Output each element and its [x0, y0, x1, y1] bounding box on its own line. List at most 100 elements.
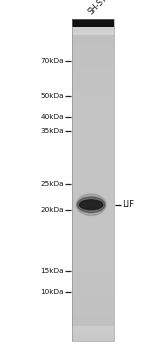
Bar: [72, 155, 114, 157]
Bar: [72, 246, 114, 247]
Bar: [72, 228, 114, 229]
Bar: [72, 21, 114, 22]
Bar: [72, 169, 114, 170]
Bar: [72, 221, 114, 222]
Bar: [72, 152, 114, 153]
Bar: [72, 321, 114, 322]
Bar: [72, 145, 114, 146]
Bar: [72, 195, 114, 196]
Bar: [72, 300, 114, 302]
Bar: [72, 322, 114, 323]
Text: 20kDa: 20kDa: [41, 207, 64, 213]
Bar: [72, 299, 114, 300]
Bar: [72, 135, 114, 136]
Bar: [72, 208, 114, 209]
Bar: [72, 112, 114, 113]
Bar: [72, 276, 114, 277]
Bar: [72, 197, 114, 198]
Text: 15kDa: 15kDa: [41, 268, 64, 274]
Bar: [72, 174, 114, 175]
Bar: [72, 234, 114, 235]
Bar: [72, 243, 114, 244]
Bar: [72, 188, 114, 189]
Bar: [72, 75, 114, 76]
Bar: [72, 37, 114, 38]
Bar: [72, 306, 114, 307]
Bar: [72, 58, 114, 59]
Bar: [72, 141, 114, 142]
Bar: [72, 206, 114, 207]
Bar: [72, 164, 114, 165]
Bar: [72, 26, 114, 27]
Bar: [72, 190, 114, 191]
Bar: [72, 91, 114, 92]
Bar: [72, 290, 114, 291]
Bar: [72, 123, 114, 125]
Bar: [72, 110, 114, 111]
Bar: [72, 230, 114, 231]
Bar: [72, 336, 114, 337]
Bar: [72, 241, 114, 243]
Bar: [72, 229, 114, 230]
Bar: [72, 311, 114, 312]
Bar: [72, 296, 114, 297]
Bar: [72, 159, 114, 160]
Bar: [72, 297, 114, 298]
Bar: [72, 319, 114, 320]
Bar: [72, 65, 114, 66]
Bar: [72, 278, 114, 279]
Bar: [72, 183, 114, 184]
Bar: [72, 286, 114, 287]
Bar: [72, 207, 114, 208]
Bar: [72, 193, 114, 194]
Bar: [72, 97, 114, 98]
Bar: [72, 79, 114, 80]
Bar: [72, 19, 114, 20]
Bar: [72, 280, 114, 281]
Bar: [72, 38, 114, 40]
Bar: [72, 107, 114, 108]
Text: 25kDa: 25kDa: [41, 181, 64, 187]
Bar: [72, 69, 114, 70]
Bar: [72, 160, 114, 161]
Bar: [72, 226, 114, 228]
Bar: [72, 20, 114, 21]
Bar: [72, 52, 114, 54]
Bar: [72, 42, 114, 43]
Bar: [72, 149, 114, 150]
Bar: [72, 113, 114, 114]
Bar: [72, 94, 114, 96]
Bar: [72, 240, 114, 241]
Bar: [72, 173, 114, 174]
Bar: [72, 34, 114, 35]
Bar: [72, 89, 114, 90]
Bar: [72, 162, 114, 163]
Bar: [72, 270, 114, 271]
Bar: [72, 78, 114, 79]
Bar: [72, 303, 114, 304]
Bar: [72, 194, 114, 195]
Bar: [72, 274, 114, 275]
Bar: [72, 47, 114, 48]
Bar: [72, 315, 114, 316]
Bar: [72, 182, 114, 183]
Bar: [72, 127, 114, 128]
Bar: [72, 50, 114, 51]
Bar: [72, 88, 114, 89]
Bar: [72, 192, 114, 193]
Bar: [72, 108, 114, 110]
Bar: [72, 116, 114, 117]
Bar: [72, 68, 114, 69]
Bar: [72, 294, 114, 295]
Bar: [72, 166, 114, 167]
Bar: [72, 199, 114, 201]
Bar: [72, 129, 114, 130]
Bar: [72, 187, 114, 188]
Bar: [72, 214, 114, 215]
Bar: [72, 117, 114, 118]
Text: SH-SY5Y: SH-SY5Y: [87, 0, 116, 16]
Bar: [72, 210, 114, 211]
Bar: [72, 22, 114, 23]
Bar: [72, 204, 114, 205]
Bar: [72, 43, 114, 44]
